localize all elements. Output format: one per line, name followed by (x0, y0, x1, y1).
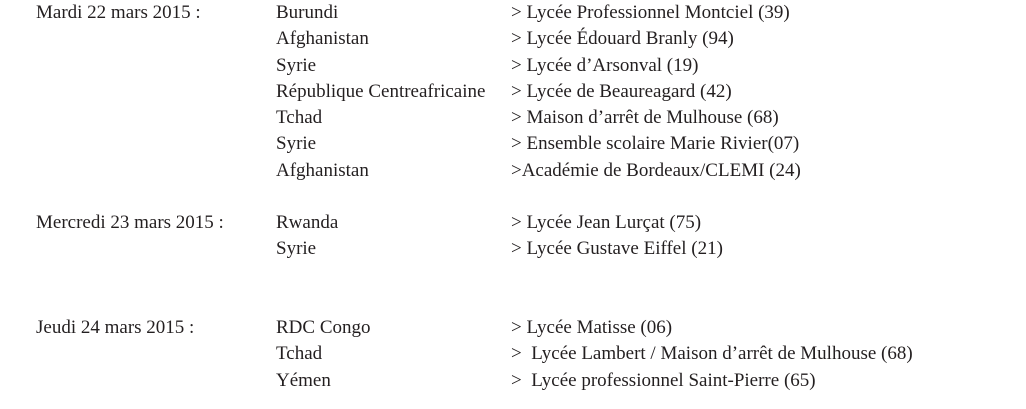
schedule-row: Syrie > Lycée d’Arsonval (19) (36, 53, 1026, 79)
schedule-row: Tchad > Lycée Lambert / Maison d’arrêt d… (36, 341, 1026, 367)
country-label: Tchad (276, 107, 323, 129)
schedule-row: Afghanistan >Académie de Bordeaux/CLEMI … (36, 158, 1026, 184)
school-entry: > Lycée Jean Lurçat (75) (511, 212, 702, 233)
date-spacer (36, 105, 276, 131)
date-spacer (36, 158, 276, 184)
school-entry: > Lycée Édouard Branly (94) (511, 28, 734, 50)
school-entry: > Lycée professionnel Saint-Pierre (65) (511, 369, 816, 391)
school-entry: > Lycée Professionnel Montciel (39) (511, 2, 790, 23)
country-label: Syrie (276, 133, 317, 155)
schedule-row: République Centreafricaine > Lycée de Be… (36, 79, 1026, 105)
date-label: Mercredi 23 mars 2015 : (36, 212, 224, 233)
school-entry: > Maison d’arrêt de Mulhouse (68) (511, 107, 779, 129)
country-label: Burundi (276, 2, 339, 23)
country-label: Tchad (276, 343, 323, 365)
country-label: Afghanistan (276, 28, 369, 50)
country-label: Syrie (276, 238, 317, 260)
schedule-block-mercredi: Mercredi 23 mars 2015 : Rwanda > Lycée J… (36, 210, 1026, 263)
school-entry: > Lycée Matisse (06) (511, 317, 673, 338)
school-entry: > Lycée de Beaureagard (42) (511, 80, 732, 102)
date-spacer (36, 368, 276, 394)
school-entry: > Lycée Gustave Eiffel (21) (511, 238, 723, 260)
schedule-row: Syrie > Ensemble scolaire Marie Rivier(0… (36, 131, 1026, 157)
school-entry: > Lycée Lambert / Maison d’arrêt de Mulh… (511, 343, 913, 365)
schedule-block-jeudi: Jeudi 24 mars 2015 : RDC Congo > Lycée M… (36, 315, 1026, 394)
country-label: République Centreafricaine (276, 80, 486, 102)
date-spacer (36, 53, 276, 79)
schedule-row: Syrie > Lycée Gustave Eiffel (21) (36, 236, 1026, 262)
schedule-row: Afghanistan > Lycée Édouard Branly (94) (36, 26, 1026, 52)
schedule-row: Yémen > Lycée professionnel Saint-Pierre… (36, 368, 1026, 394)
date-label: Mardi 22 mars 2015 : (36, 2, 201, 23)
school-entry: > Ensemble scolaire Marie Rivier(07) (511, 133, 800, 155)
country-label: Yémen (276, 369, 331, 391)
schedule-block-mardi: Mardi 22 mars 2015 : Burundi > Lycée Pro… (36, 0, 1026, 184)
school-entry: >Académie de Bordeaux/CLEMI (24) (511, 159, 801, 181)
schedule-row: Mercredi 23 mars 2015 : Rwanda > Lycée J… (36, 210, 1026, 236)
date-spacer (36, 26, 276, 52)
country-label: Rwanda (276, 212, 339, 233)
country-label: Afghanistan (276, 159, 369, 181)
schedule-row: Mardi 22 mars 2015 : Burundi > Lycée Pro… (36, 0, 1026, 26)
school-entry: > Lycée d’Arsonval (19) (511, 54, 699, 76)
country-label: RDC Congo (276, 317, 371, 338)
schedule-row: Tchad > Maison d’arrêt de Mulhouse (68) (36, 105, 1026, 131)
date-spacer (36, 236, 276, 262)
date-spacer (36, 131, 276, 157)
date-spacer (36, 341, 276, 367)
schedule-row: Jeudi 24 mars 2015 : RDC Congo > Lycée M… (36, 315, 1026, 341)
date-spacer (36, 79, 276, 105)
country-label: Syrie (276, 54, 317, 76)
date-label: Jeudi 24 mars 2015 : (36, 317, 195, 338)
